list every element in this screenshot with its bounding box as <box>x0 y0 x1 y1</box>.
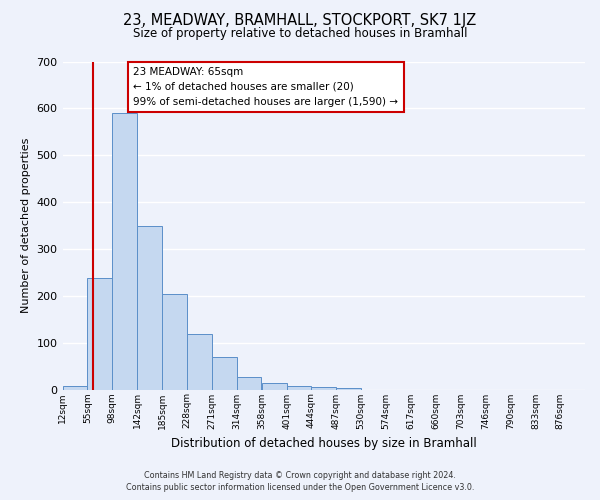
Bar <box>311 387 336 390</box>
Bar <box>112 113 137 390</box>
Bar <box>287 386 311 390</box>
Bar <box>212 356 236 390</box>
Bar <box>162 294 187 390</box>
X-axis label: Distribution of detached houses by size in Bramhall: Distribution of detached houses by size … <box>171 437 476 450</box>
Bar <box>137 226 162 390</box>
Bar <box>62 386 88 390</box>
Text: Contains HM Land Registry data © Crown copyright and database right 2024.
Contai: Contains HM Land Registry data © Crown c… <box>126 471 474 492</box>
Bar <box>88 278 112 390</box>
Y-axis label: Number of detached properties: Number of detached properties <box>21 138 31 313</box>
Text: 23, MEADWAY, BRAMHALL, STOCKPORT, SK7 1JZ: 23, MEADWAY, BRAMHALL, STOCKPORT, SK7 1J… <box>124 12 476 28</box>
Text: 23 MEADWAY: 65sqm
← 1% of detached houses are smaller (20)
99% of semi-detached : 23 MEADWAY: 65sqm ← 1% of detached house… <box>133 67 398 106</box>
Text: Size of property relative to detached houses in Bramhall: Size of property relative to detached ho… <box>133 28 467 40</box>
Bar <box>336 388 361 390</box>
Bar <box>187 334 212 390</box>
Bar <box>236 377 261 390</box>
Bar <box>262 384 287 390</box>
